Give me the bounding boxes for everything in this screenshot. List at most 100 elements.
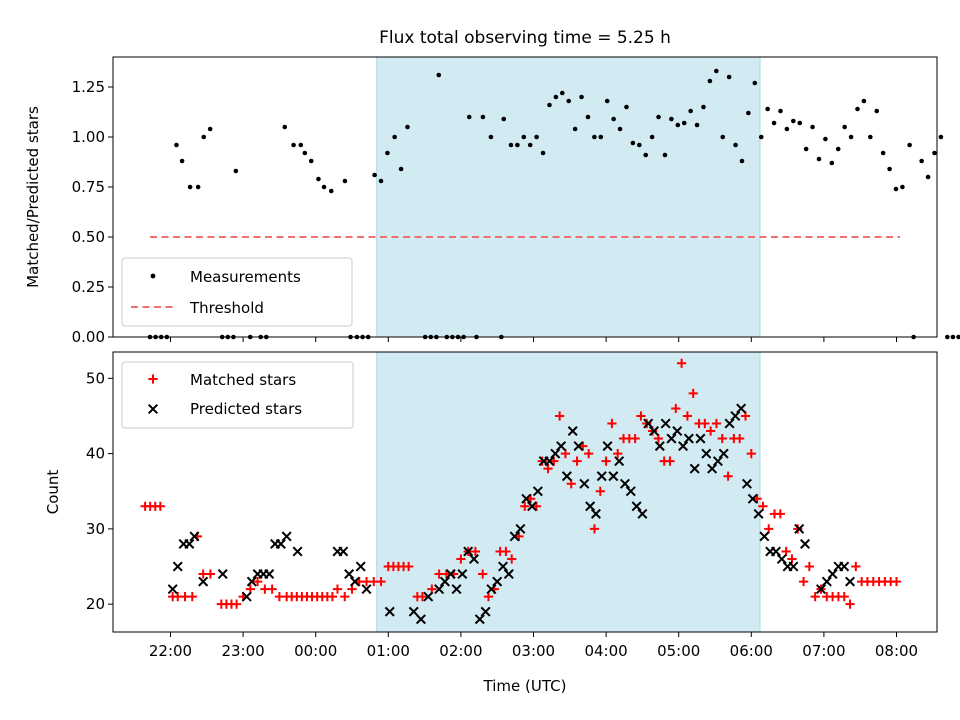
predicted-star-point — [608, 471, 619, 482]
predicted-star-point — [701, 448, 712, 459]
bottom-ytick-label: 20 — [86, 595, 105, 613]
matched-star-point — [376, 576, 386, 587]
predicted-star-point — [815, 584, 827, 595]
measurement-point — [559, 90, 565, 96]
predicted-star-point — [246, 576, 257, 587]
measurement-point — [726, 74, 732, 80]
measurement-point — [342, 178, 348, 184]
matched-legend-plus — [148, 374, 158, 384]
predicted-star-point — [689, 463, 700, 474]
predicted-star-point — [408, 606, 419, 617]
measurement-point — [179, 158, 185, 164]
predicted-star-point — [800, 538, 811, 549]
measurement-point — [938, 134, 944, 140]
matched-star-point — [543, 464, 553, 474]
matched-star-point — [187, 592, 197, 602]
measurement-point — [701, 104, 706, 110]
measurement-point — [739, 158, 745, 164]
measurement-point — [746, 110, 751, 116]
measurement-point — [637, 142, 642, 148]
measurement-point — [592, 134, 597, 140]
predicted-legend-x — [147, 403, 159, 415]
matched-star-point — [787, 554, 797, 564]
measurement-point — [617, 126, 623, 132]
predicted-star-point — [643, 418, 654, 429]
xtick-label: 06:00 — [730, 642, 773, 660]
matched-star-point — [404, 561, 414, 572]
predicted-star-point — [821, 576, 832, 587]
matched-star-point — [647, 426, 658, 436]
predicted-star-point — [275, 538, 286, 549]
measurement-point — [328, 188, 334, 194]
bottom-ytick-label: 50 — [86, 369, 105, 387]
matched-star-point — [478, 569, 488, 579]
legend-label-matched: Matched stars — [190, 371, 296, 389]
bottom-panel: 20 30 40 50 22:00 23:00 00:00 01:00 02:00 03:00 0… — [44, 351, 938, 695]
predicted-star-point — [776, 553, 787, 564]
predicted-star-point — [281, 531, 292, 542]
measurement-point — [436, 72, 442, 78]
predicted-star-point — [423, 591, 434, 602]
measurement-point — [656, 114, 661, 120]
top-ytick-label: 0.50 — [72, 228, 105, 246]
predicted-star-point — [544, 456, 555, 467]
predicted-stars-points — [167, 403, 856, 625]
predicted-star-point — [515, 523, 526, 534]
predicted-star-point — [753, 508, 764, 519]
matched-star-point — [253, 576, 263, 587]
matched-star-point — [332, 584, 343, 594]
predicted-star-point — [338, 546, 349, 557]
measurement-point — [174, 142, 179, 148]
predicted-star-point — [384, 606, 395, 617]
measurement-point — [302, 150, 308, 156]
measurement-point — [291, 142, 296, 148]
matched-star-point — [613, 449, 623, 459]
predicted-star-point — [695, 433, 706, 444]
measurement-point — [201, 134, 207, 140]
matched-star-point — [589, 524, 600, 534]
measurement-point — [855, 106, 860, 112]
matched-star-point — [507, 554, 517, 564]
xtick-label: 04:00 — [584, 642, 627, 660]
xtick-label: 08:00 — [875, 642, 918, 660]
matched-star-point — [653, 433, 663, 444]
top-ytick-label: 0.25 — [72, 278, 105, 296]
matched-star-point — [483, 592, 494, 602]
predicted-star-point — [678, 441, 689, 452]
matched-star-point — [601, 456, 611, 466]
predicted-star-point — [550, 448, 561, 459]
measurement-point — [298, 142, 304, 148]
predicted-star-point — [492, 576, 503, 587]
matched-star-point — [347, 584, 357, 594]
matched-star-point — [642, 418, 652, 429]
matched-star-point — [764, 524, 774, 534]
measurement-point — [405, 124, 410, 130]
measurement-point — [624, 104, 629, 110]
predicted-star-point — [672, 426, 683, 437]
measurement-point — [579, 94, 584, 100]
predicted-star-point — [241, 591, 252, 602]
measurement-point — [566, 98, 572, 104]
measurement-point — [816, 156, 822, 162]
legend-label-predicted: Predicted stars — [190, 400, 302, 418]
predicted-star-point — [845, 576, 856, 587]
measurement-point — [771, 120, 777, 126]
predicted-star-point — [480, 606, 491, 617]
predicted-star-point — [439, 576, 450, 587]
predicted-star-point — [292, 546, 303, 557]
chart-title: Flux total observing time = 5.25 h — [379, 28, 671, 48]
measurement-point — [527, 142, 533, 148]
measurement-point — [572, 126, 578, 132]
measurement-point — [675, 122, 681, 128]
predicted-star-point — [344, 569, 355, 580]
measurement-point — [797, 120, 803, 126]
predicted-star-point — [712, 456, 723, 467]
matched-star-point — [851, 561, 861, 572]
top-legend-box — [121, 257, 353, 327]
measurement-point — [480, 114, 486, 120]
measurement-point — [714, 68, 719, 74]
predicted-star-point — [486, 584, 497, 595]
matched-star-point — [682, 411, 693, 421]
measurement-point — [810, 124, 815, 130]
predicted-star-point — [827, 569, 838, 580]
